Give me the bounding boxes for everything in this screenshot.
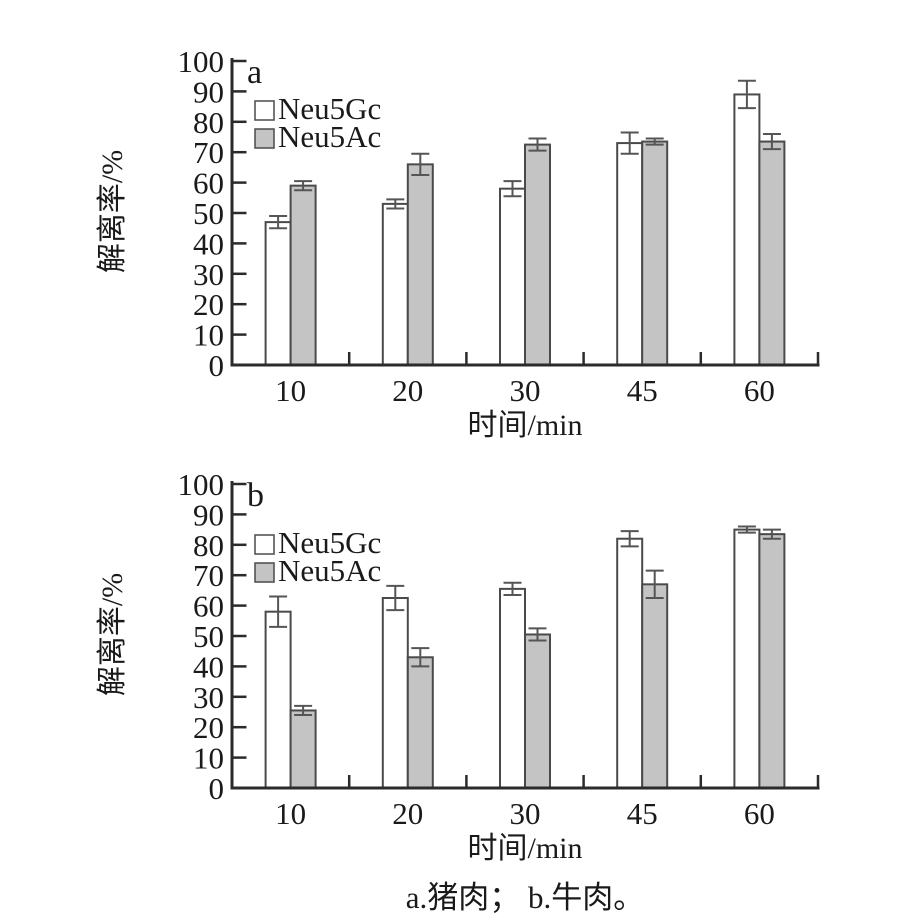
y-tick-label-a-40: 40 — [193, 226, 224, 261]
xlabel-b: 时间/min — [467, 832, 582, 865]
errorbar-b-neu5gc-60 — [737, 525, 756, 534]
legend-b-neu5gc-marker — [254, 534, 275, 555]
bar-a-neu5gc-60 — [733, 93, 761, 366]
errorbar-b-neu5gc-20 — [386, 584, 405, 612]
bar-b-neu5ac-20 — [406, 656, 434, 790]
errorbar-b-neu5ac-45 — [645, 569, 664, 599]
errorbar-a-neu5ac-60 — [762, 132, 781, 151]
errorbar-b-neu5ac-20 — [411, 647, 430, 668]
errorbar-a-neu5ac-10 — [294, 180, 313, 192]
legend-a-neu5gc-marker — [254, 100, 275, 121]
x-tick-label-b-30: 30 — [510, 796, 541, 831]
bar-a-neu5ac-60 — [758, 140, 786, 366]
bar-a-neu5ac-10 — [289, 184, 317, 366]
bar-a-neu5gc-10 — [264, 221, 292, 366]
ylabel-b: 解离率/% — [96, 573, 129, 696]
legend-b-neu5gc-label: Neu5Gc — [278, 525, 381, 560]
panel-letter-b: b — [247, 477, 264, 514]
x-tick-label-a-30: 30 — [510, 373, 541, 408]
y-tick-label-b-10: 10 — [193, 741, 224, 776]
legend-a-neu5ac-marker — [254, 128, 275, 149]
errorbar-b-neu5gc-45 — [620, 530, 639, 548]
y-tick-label-a-50: 50 — [193, 196, 224, 231]
bar-b-neu5ac-60 — [758, 533, 786, 789]
x-tick-label-b-60: 60 — [744, 796, 775, 831]
y-tick-label-a-30: 30 — [193, 257, 224, 292]
errorbar-b-neu5ac-30 — [528, 627, 547, 642]
bar-a-neu5ac-45 — [641, 140, 669, 366]
errorbar-b-neu5gc-10 — [269, 595, 288, 628]
y-tick-label-b-70: 70 — [193, 558, 224, 593]
y-tick-label-b-40: 40 — [193, 649, 224, 684]
x-tick-label-b-10: 10 — [275, 796, 306, 831]
bar-a-neu5ac-20 — [406, 163, 434, 366]
bar-b-neu5ac-30 — [524, 633, 551, 789]
bar-b-neu5gc-60 — [733, 528, 761, 789]
ylabel-a: 解离率/% — [96, 150, 129, 273]
xlabel-a: 时间/min — [467, 409, 582, 442]
errorbar-b-neu5ac-10 — [294, 704, 313, 717]
axes-b — [230, 481, 820, 790]
bar-a-neu5gc-30 — [499, 187, 526, 366]
y-tick-label-a-70: 70 — [193, 135, 224, 170]
x-tick-label-a-45: 45 — [627, 373, 658, 408]
y-tick-label-a-10: 10 — [193, 318, 224, 353]
y-tick-label-a-80: 80 — [193, 105, 224, 140]
axes-a — [230, 58, 820, 367]
bar-b-neu5ac-45 — [641, 583, 669, 789]
bar-a-neu5ac-30 — [524, 143, 551, 366]
errorbar-a-neu5gc-10 — [269, 215, 288, 230]
errorbar-a-neu5ac-20 — [411, 152, 430, 176]
errorbar-a-neu5gc-20 — [386, 198, 405, 210]
x-tick-label-a-20: 20 — [392, 373, 423, 408]
figure-caption: a.猪肉； b.牛肉。 — [405, 880, 645, 915]
y-tick-label-b-80: 80 — [193, 528, 224, 563]
x-tick-label-a-10: 10 — [275, 373, 306, 408]
bar-b-neu5gc-20 — [381, 597, 409, 789]
y-tick-label-b-0: 0 — [209, 771, 225, 806]
x-tick-label-a-60: 60 — [744, 373, 775, 408]
y-tick-label-a-0: 0 — [209, 348, 225, 383]
bar-b-neu5gc-30 — [499, 587, 526, 789]
legend-a-neu5gc-label: Neu5Gc — [278, 91, 381, 126]
y-tick-label-b-50: 50 — [193, 619, 224, 654]
panel-letter-a: a — [247, 54, 262, 91]
y-tick-label-a-20: 20 — [193, 287, 224, 322]
y-tick-label-a-60: 60 — [193, 166, 224, 201]
errorbar-b-neu5gc-30 — [503, 581, 522, 596]
x-tick-label-b-45: 45 — [627, 796, 658, 831]
errorbar-a-neu5ac-45 — [645, 137, 664, 146]
y-tick-label-b-100: 100 — [178, 467, 225, 502]
errorbar-b-neu5ac-60 — [762, 528, 781, 540]
y-tick-label-a-100: 100 — [178, 44, 225, 79]
errorbar-a-neu5gc-30 — [503, 180, 522, 198]
y-tick-label-b-60: 60 — [193, 589, 224, 624]
y-tick-label-b-20: 20 — [193, 710, 224, 745]
errorbar-a-neu5gc-45 — [620, 131, 639, 155]
legend-b-neu5ac-marker — [254, 562, 275, 583]
bar-b-neu5ac-10 — [289, 709, 317, 789]
x-tick-label-b-20: 20 — [392, 796, 423, 831]
y-tick-label-b-30: 30 — [193, 680, 224, 715]
bar-b-neu5gc-10 — [264, 610, 292, 789]
y-tick-label-b-90: 90 — [193, 497, 224, 532]
errorbar-a-neu5ac-30 — [528, 137, 547, 152]
bar-b-neu5gc-45 — [616, 537, 644, 789]
bar-a-neu5gc-20 — [381, 202, 409, 366]
y-tick-label-a-90: 90 — [193, 74, 224, 109]
bar-a-neu5gc-45 — [616, 142, 644, 366]
errorbar-a-neu5gc-60 — [737, 79, 756, 110]
legend-a-neu5ac-label: Neu5Ac — [278, 119, 381, 154]
legend-b-neu5ac-label: Neu5Ac — [278, 553, 381, 588]
